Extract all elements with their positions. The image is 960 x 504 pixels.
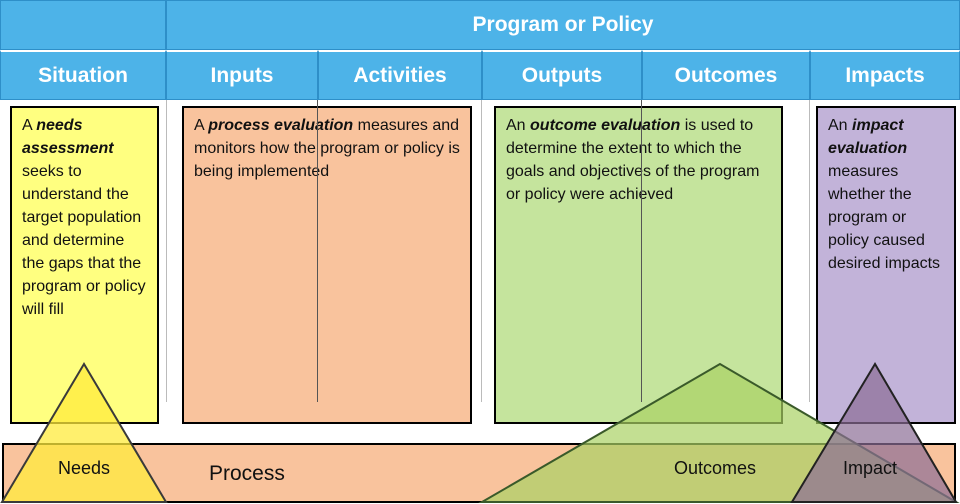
process-label: Process <box>209 462 285 485</box>
header-corner <box>0 0 166 50</box>
process-term: process evaluation <box>208 117 354 134</box>
divider-inputs-activities <box>317 100 318 402</box>
impact-label: Impact <box>843 458 898 478</box>
column-inputs: Inputs <box>166 50 318 100</box>
impact-term: impact evaluation <box>828 117 908 157</box>
needs-text: seeks to understand the target populatio… <box>22 163 146 318</box>
impact-evaluation-box: An impact evaluation measures whether th… <box>816 106 956 424</box>
divider-right <box>809 100 810 402</box>
divider-outputs-outcomes <box>641 100 642 402</box>
divider-left <box>166 100 167 402</box>
needs-lead: A <box>22 117 37 134</box>
impact-lead: An <box>828 117 853 134</box>
column-impacts: Impacts <box>810 50 960 100</box>
outcome-evaluation-box: An outcome evaluation is used to determi… <box>494 106 783 424</box>
needs-label: Needs <box>58 458 111 478</box>
impact-text: measures whether the program or policy c… <box>828 163 941 272</box>
needs-triangle <box>0 362 168 503</box>
impact-triangle <box>790 362 958 503</box>
column-outcomes: Outcomes <box>642 50 810 100</box>
process-text: measures and monitors how the program or… <box>194 117 460 180</box>
outcome-lead: An <box>506 117 531 134</box>
outcomes-label: Outcomes <box>674 458 757 478</box>
process-lead: A <box>194 117 209 134</box>
outcome-term: outcome evaluation <box>530 117 681 134</box>
program-title: Program or Policy <box>166 0 960 50</box>
column-outputs: Outputs <box>482 50 642 100</box>
process-evaluation-box: A process evaluation measures and monito… <box>182 106 472 424</box>
divider-mid <box>481 100 482 402</box>
column-activities: Activities <box>318 50 482 100</box>
outcome-text: is used to determine the extent to which… <box>506 117 760 203</box>
column-situation: Situation <box>0 50 166 100</box>
needs-term: needs assessment <box>22 117 114 157</box>
